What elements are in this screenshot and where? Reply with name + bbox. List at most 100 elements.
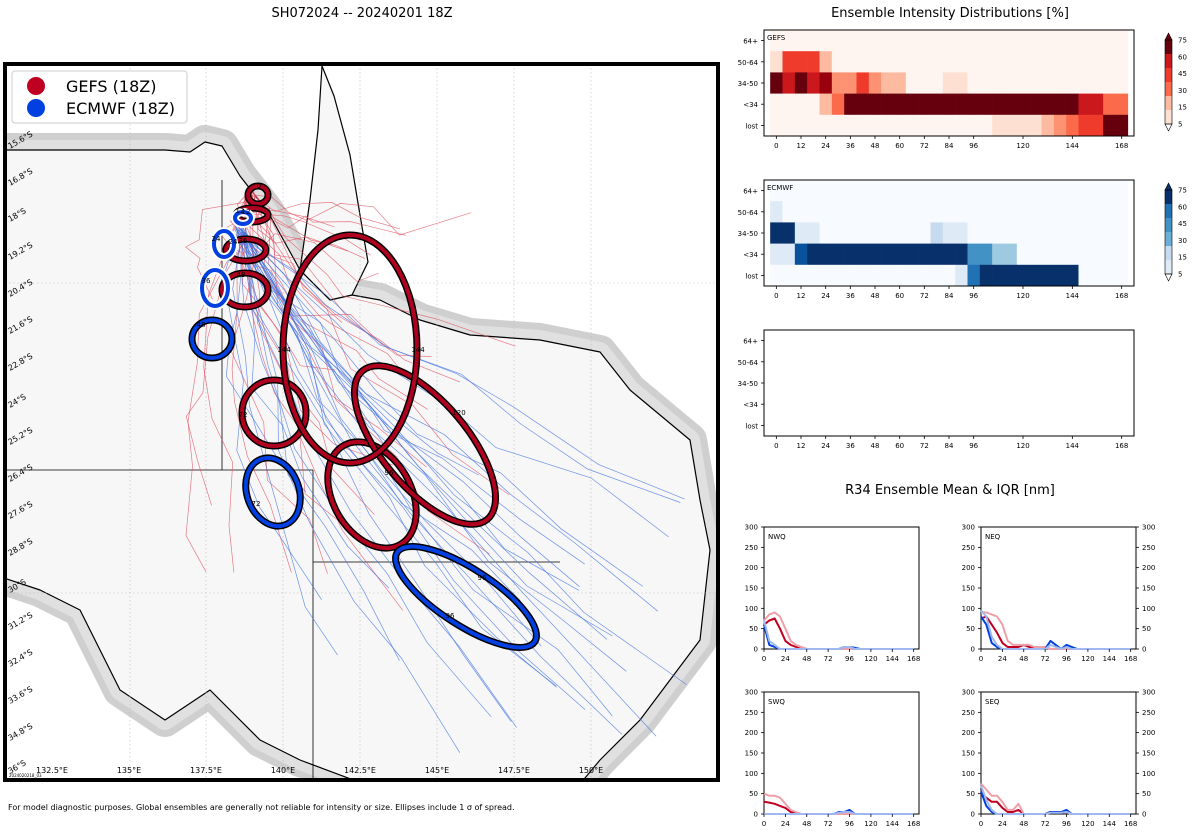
heatmap-cell [1041,72,1055,94]
heatmap-cell [1115,93,1129,116]
colorbar-segment [1165,110,1172,125]
ecmwf-ellipse-96h [392,543,540,651]
y-tick-label: 64+ [743,338,758,346]
r34-series-line [763,620,914,650]
ecmwf-ellipse-36h [198,266,232,310]
heatmap-cell [782,243,796,266]
r34-y-tick-label: 300 [745,524,758,532]
heatmap-cell [979,264,993,287]
heatmap-cell [942,72,956,94]
r34-y-tick-label: 300 [1142,524,1155,532]
heatmap-cell [819,72,833,94]
heatmap-cell [1004,51,1018,73]
intensity-panel-gefs: GEFS 64+ 50-64 34-50 <34 lost 0 12 24 36 48 60 72 84… [738,29,1135,150]
y-tick-label: 34-50 [738,230,758,238]
heatmap-cell [1066,30,1079,52]
heatmap-cell [770,114,783,137]
heatmap-cell [905,180,919,202]
heatmap-cell [905,114,919,137]
heatmap-cell [918,51,931,73]
x-tick-label: 24 [821,142,830,150]
heatmap-cell [770,243,783,266]
heatmap-cell [1090,201,1104,223]
r34-y-tick-label: 100 [962,605,975,613]
heatmap-cell [893,201,907,223]
heatmap-cell [881,180,894,202]
heatmap-cell [782,264,796,287]
lon-label: 150°E [579,766,603,775]
gefs-ellipse-48h [218,269,272,311]
x-tick-label: 144 [1066,442,1080,450]
heatmap-cell [905,264,919,287]
heatmap-cell [856,72,870,94]
heatmap-cell [1029,72,1042,94]
y-tick-label: 50-64 [738,209,759,217]
colorbar-extend-bottom [1164,273,1173,282]
heatmap-cell [1029,30,1042,52]
ecmwf-panel-label: ECMWF [767,184,793,192]
colorbar-tick-label: 60 [1178,53,1187,61]
heatmap-cell [1041,222,1055,244]
r34-x-tick-label: 72 [824,655,833,663]
r34-frame [763,691,920,815]
heatmap-cell [1041,201,1055,223]
heatmap-cell [1004,201,1018,223]
lon-label: 132.5°E [36,766,68,775]
ecmwf-hour-label: 72 [252,500,261,508]
gefs-hour-label: 72 [239,411,248,419]
ensemble-track [203,190,251,573]
heatmap-cell [992,201,1005,223]
x-tick-label: 72 [920,442,929,450]
r34-y-tick-label: 150 [1142,585,1155,593]
y-tick-label: <34 [743,101,758,109]
heatmap-cell [1103,180,1116,202]
heatmap-cell [1115,201,1129,223]
heatmap-cell [831,72,845,94]
lon-label: 135°E [117,766,141,775]
r34-y-tick-label: 100 [745,605,758,613]
heatmap-cell [794,222,808,244]
r34-x-tick-label: 24 [998,820,1007,828]
heatmap-cell [992,243,1005,266]
heatmap-cell [967,30,981,52]
lon-label: 147.5°E [498,766,530,775]
x-tick-label: 120 [1016,442,1029,450]
heatmap-cell [868,222,882,244]
r34-y-tick-label: 0 [754,811,758,819]
x-tick-label: 0 [774,442,778,450]
heatmap-cell [881,264,894,287]
heatmap-cell [1041,243,1055,266]
heatmap-cell [893,51,907,73]
heatmap-cell [868,30,882,52]
heatmap-cell [992,93,1005,116]
heatmap-cell [893,93,907,116]
heatmap-cell [942,114,956,137]
heatmap-cell [1078,201,1092,223]
heatmap-cell [1029,114,1042,137]
heatmap-cell [918,264,931,287]
heatmap-cell [1115,222,1129,244]
heatmap-cell [794,93,808,116]
r34-y-tick-label: 0 [971,811,975,819]
heatmap-cell [1115,243,1129,266]
heatmap-cell [942,201,956,223]
heatmap-cell [1016,72,1030,94]
colorbar-frame [1164,189,1173,275]
r34-y-tick-label: 50 [1142,790,1151,798]
heatmap-cell [979,30,993,52]
colorbar-segment [1165,204,1172,219]
ecmwf-hour-label: 96 [446,612,455,620]
heatmap-cell [893,180,907,202]
heatmap-cell [1053,114,1067,137]
heatmap-cell [831,51,845,73]
colorbar-tick-label: 5 [1178,121,1182,129]
heatmap-cell [930,114,944,137]
colorbar-extend-top [1164,32,1173,41]
y-tick-label: 50-64 [738,359,759,367]
x-tick-label: 72 [920,142,929,150]
heatmap-cell [807,264,820,287]
r34-quadrant-label: SWQ [768,698,785,706]
heatmap-cell [955,201,968,223]
heatmap-cell [918,114,931,137]
x-tick-label: 72 [920,292,929,300]
